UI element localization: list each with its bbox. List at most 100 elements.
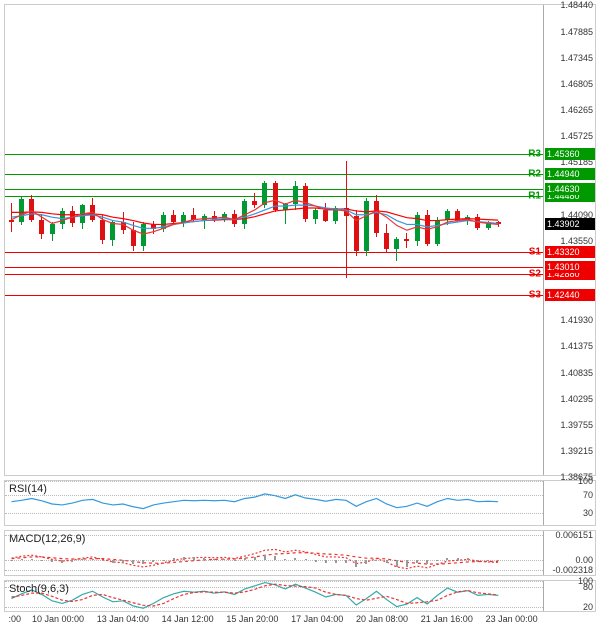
y-tick: 1.47345 bbox=[560, 53, 593, 63]
main-plot-area[interactable]: R3 R2 R1 S1 S2 S3 bbox=[5, 5, 543, 475]
price-tag-S1: 1.43320 bbox=[545, 246, 595, 258]
macd-hist-bar bbox=[173, 558, 175, 560]
y-tick: 30 bbox=[583, 508, 593, 518]
sr-line-S3 bbox=[5, 295, 543, 296]
stoch-plot-area[interactable] bbox=[5, 581, 543, 611]
macd-hist-bar bbox=[406, 560, 408, 566]
sr-line-S1 bbox=[5, 252, 543, 253]
sr-label-R2: R2 bbox=[528, 169, 541, 180]
y-tick: 1.43550 bbox=[560, 236, 593, 246]
y-tick: 100 bbox=[578, 476, 593, 486]
macd-hist-bar bbox=[325, 560, 327, 563]
macd-hist-bar bbox=[193, 557, 195, 560]
sr-label-R3: R3 bbox=[528, 148, 541, 159]
macd-y-axis: -0.0023180.00 0.006151 bbox=[543, 531, 595, 575]
macd-hist-bar bbox=[315, 560, 317, 561]
y-tick: -0.002318 bbox=[552, 565, 593, 575]
macd-hist-bar bbox=[163, 560, 165, 561]
main-price-chart: R3R2R1S1S2S3 1.386751.392151.397551.4029… bbox=[4, 4, 596, 476]
macd-hist-bar bbox=[355, 560, 357, 567]
y-tick: 1.46805 bbox=[560, 79, 593, 89]
stoch-label: Stoch(9,6,3) bbox=[9, 583, 69, 595]
y-tick: 1.40295 bbox=[560, 394, 593, 404]
macd-hist-bar bbox=[21, 559, 23, 561]
sr-line-S2 bbox=[5, 274, 543, 275]
rsi-plot-area[interactable] bbox=[5, 481, 543, 525]
x-tick: :00 bbox=[9, 614, 22, 624]
macd-hist-bar bbox=[345, 560, 347, 563]
macd-hist-bar bbox=[386, 560, 388, 563]
y-tick: 100 bbox=[578, 576, 593, 586]
sr-label-S2: S2 bbox=[529, 268, 541, 279]
y-tick: 1.47885 bbox=[560, 27, 593, 37]
rsi-label: RSI(14) bbox=[9, 483, 47, 495]
y-tick: 1.39755 bbox=[560, 420, 593, 430]
x-tick: 13 Jan 04:00 bbox=[97, 614, 149, 624]
macd-hist-bar bbox=[31, 559, 33, 561]
sr-line-undefined bbox=[5, 267, 543, 268]
macd-hist-bar bbox=[244, 558, 246, 560]
macd-hist-bar bbox=[487, 560, 489, 561]
macd-hist-bar bbox=[436, 560, 438, 561]
macd-hist-bar bbox=[477, 560, 479, 561]
macd-hist-bar bbox=[294, 558, 296, 561]
x-tick: 14 Jan 12:00 bbox=[162, 614, 214, 624]
macd-hist-bar bbox=[467, 558, 469, 561]
y-tick: 1.45725 bbox=[560, 131, 593, 141]
macd-hist-bar bbox=[365, 560, 367, 564]
macd-hist-bar bbox=[11, 560, 13, 561]
rsi-chart: RSI(14) 3070100 bbox=[4, 480, 596, 526]
macd-hist-bar bbox=[234, 560, 236, 561]
macd-hist-bar bbox=[92, 559, 94, 561]
sr-line-R3 bbox=[5, 154, 543, 155]
macd-plot-area[interactable] bbox=[5, 531, 543, 575]
sr-label-S3: S3 bbox=[529, 290, 541, 301]
macd-hist-bar bbox=[112, 560, 114, 563]
macd-chart: MACD(12,26,9) -0.0023180.00 0.006151 bbox=[4, 530, 596, 576]
stoch-y-axis: 2080100 bbox=[543, 581, 595, 611]
price-tag-undefined: 1.44630 bbox=[545, 183, 595, 195]
y-tick: 70 bbox=[583, 490, 593, 500]
x-tick: 20 Jan 08:00 bbox=[356, 614, 408, 624]
x-tick: 17 Jan 04:00 bbox=[291, 614, 343, 624]
price-tag-R3: 1.45360 bbox=[545, 148, 595, 160]
macd-hist-bar bbox=[497, 560, 499, 561]
macd-hist-bar bbox=[142, 560, 144, 564]
macd-hist-bar bbox=[305, 559, 307, 560]
macd-hist-bar bbox=[51, 560, 53, 562]
x-tick: 15 Jan 20:00 bbox=[226, 614, 278, 624]
sr-label-R1: R1 bbox=[528, 191, 541, 202]
sr-label-S1: S1 bbox=[529, 247, 541, 258]
macd-hist-bar bbox=[183, 557, 185, 560]
macd-hist-bar bbox=[254, 557, 256, 560]
macd-hist-bar bbox=[446, 558, 448, 561]
x-tick: 10 Jan 00:00 bbox=[32, 614, 84, 624]
macd-hist-bar bbox=[41, 560, 43, 561]
price-tag-R2: 1.44940 bbox=[545, 168, 595, 180]
y-tick: 1.39215 bbox=[560, 446, 593, 456]
macd-hist-bar bbox=[122, 560, 124, 563]
macd-hist-bar bbox=[284, 559, 286, 561]
x-tick: 21 Jan 16:00 bbox=[421, 614, 473, 624]
macd-hist-bar bbox=[416, 560, 418, 563]
macd-hist-bar bbox=[61, 560, 63, 563]
y-tick: 1.41375 bbox=[560, 341, 593, 351]
macd-hist-bar bbox=[396, 560, 398, 566]
y-tick: 0.00 bbox=[575, 555, 593, 565]
time-axis: :00 10 Jan 00:00 13 Jan 04:00 14 Jan 12:00 1… bbox=[4, 614, 544, 628]
price-tag-undefined: 1.43010 bbox=[545, 261, 595, 273]
macd-hist-bar bbox=[203, 558, 205, 561]
macd-hist-bar bbox=[335, 560, 337, 563]
sr-line-R2 bbox=[5, 174, 543, 175]
y-tick: 20 bbox=[583, 602, 593, 612]
macd-hist-bar bbox=[71, 560, 73, 561]
main-y-axis: 1.386751.392151.397551.402951.408351.413… bbox=[543, 5, 595, 475]
macd-hist-bar bbox=[426, 560, 428, 564]
macd-hist-bar bbox=[223, 559, 225, 561]
macd-hist-bar bbox=[152, 560, 154, 562]
y-tick: 0.006151 bbox=[555, 530, 593, 540]
y-tick: 1.41930 bbox=[560, 315, 593, 325]
macd-hist-bar bbox=[264, 555, 266, 560]
macd-label: MACD(12,26,9) bbox=[9, 533, 85, 545]
x-tick: 23 Jan 00:00 bbox=[486, 614, 538, 624]
